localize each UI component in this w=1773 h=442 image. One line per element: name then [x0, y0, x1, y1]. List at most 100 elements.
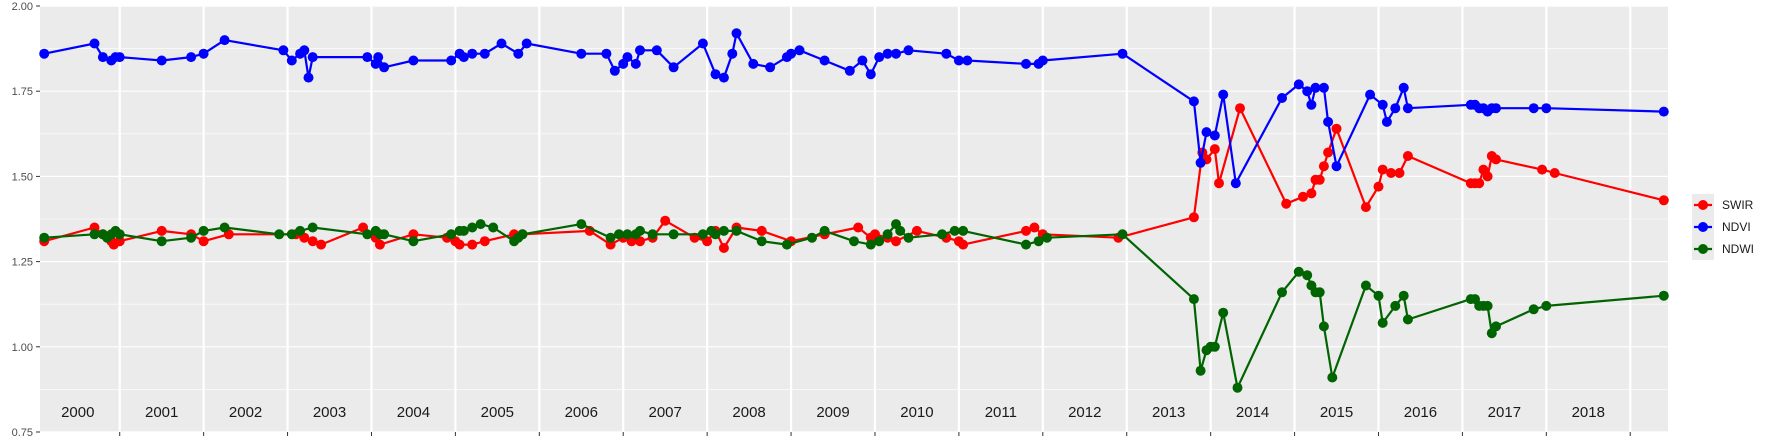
data-point-ndvi: [1037, 55, 1048, 66]
data-point-ndvi: [467, 48, 478, 59]
data-point-ndwi: [622, 229, 633, 240]
data-point-ndvi: [786, 48, 797, 59]
data-point-swir: [1482, 171, 1493, 182]
data-point-ndwi: [274, 229, 285, 240]
data-point-swir: [1281, 198, 1292, 209]
year-label: 2016: [1404, 404, 1437, 421]
year-label: 2010: [900, 404, 933, 421]
data-point-ndvi: [186, 52, 197, 63]
data-point-swir: [1474, 178, 1485, 189]
data-point-swir: [1021, 225, 1031, 236]
year-label: 2003: [313, 404, 346, 421]
data-point-ndwi: [710, 229, 721, 240]
data-series: [39, 28, 1669, 393]
data-point-ndvi: [1541, 103, 1552, 114]
data-point-ndvi: [1398, 82, 1409, 93]
data-point-ndvi: [1318, 82, 1329, 93]
data-point-ndvi: [1323, 116, 1334, 127]
data-point-ndvi: [1293, 79, 1304, 90]
year-label: 2018: [1572, 404, 1605, 421]
data-point-ndvi: [513, 48, 524, 59]
data-point-ndwi: [1541, 300, 1552, 311]
data-point-ndvi: [962, 55, 973, 66]
data-point-ndwi: [295, 225, 306, 236]
data-point-ndwi: [1117, 229, 1128, 240]
legend-key-point-ndvi: [1698, 222, 1708, 232]
year-label: 2007: [648, 404, 681, 421]
data-point-ndwi: [1398, 290, 1409, 301]
data-point-ndwi: [756, 236, 767, 247]
data-point-ndvi: [379, 62, 390, 73]
data-point-ndwi: [949, 225, 960, 236]
data-point-swir: [408, 229, 419, 240]
data-point-swir: [1373, 181, 1384, 192]
data-point-ndvi: [373, 52, 384, 63]
data-point-ndwi: [307, 222, 318, 233]
data-point-swir: [958, 239, 969, 250]
data-point-ndwi: [1491, 321, 1501, 332]
data-point-ndwi: [874, 236, 885, 247]
data-point-swir: [454, 239, 465, 250]
year-label: 2001: [145, 404, 178, 421]
data-point-ndwi: [849, 236, 859, 247]
year-label: 2008: [732, 404, 765, 421]
year-label: 2006: [565, 404, 598, 421]
data-point-swir: [1537, 164, 1548, 175]
data-point-ndwi: [1277, 287, 1287, 298]
data-point-ndvi: [1377, 99, 1388, 110]
data-point-swir: [374, 239, 385, 250]
year-labels: 2000 2001 2002 2003 2004 2005 2006 2007 2008 2009…: [61, 404, 1605, 421]
data-point-ndvi: [882, 48, 893, 59]
data-point-ndvi: [635, 45, 645, 56]
data-point-ndwi: [1293, 266, 1304, 277]
legend-key-point-swir: [1698, 200, 1708, 210]
data-point-ndvi: [521, 38, 532, 49]
data-point-ndvi: [303, 72, 314, 83]
data-point-swir: [911, 225, 922, 236]
data-point-ndvi: [1230, 178, 1241, 189]
data-point-ndwi: [718, 225, 729, 236]
data-point-swir: [605, 239, 616, 250]
y-tick-label: 0.75: [12, 427, 33, 439]
data-point-ndwi: [362, 229, 373, 240]
data-point-ndvi: [362, 52, 373, 63]
data-point-swir: [1318, 161, 1329, 172]
y-tick-label: 1.25: [12, 257, 33, 269]
data-point-ndwi: [1327, 372, 1338, 383]
year-label: 2004: [397, 404, 430, 421]
data-point-ndvi: [668, 62, 679, 73]
data-point-ndvi: [891, 48, 901, 59]
data-point-ndwi: [819, 225, 830, 236]
data-point-ndvi: [819, 55, 830, 66]
data-point-ndwi: [635, 225, 645, 236]
data-point-swir: [307, 236, 318, 247]
legend-label-ndwi: NDWI: [1722, 242, 1754, 256]
data-point-ndvi: [307, 52, 318, 63]
data-point-ndwi: [379, 229, 390, 240]
data-point-ndwi: [89, 229, 100, 240]
data-point-ndvi: [731, 28, 742, 39]
data-point-ndwi: [1195, 365, 1206, 376]
data-point-ndvi: [1658, 106, 1669, 117]
data-point-ndvi: [609, 65, 620, 76]
data-point-ndvi: [198, 48, 209, 59]
data-point-ndvi: [697, 38, 708, 49]
data-point-ndwi: [882, 229, 893, 240]
data-point-ndwi: [1021, 239, 1031, 250]
data-point-ndvi: [458, 52, 469, 63]
data-point-swir: [156, 225, 167, 236]
legend-key-point-ndwi: [1698, 244, 1708, 254]
legend-label-ndvi: NDVI: [1722, 220, 1751, 234]
data-point-ndwi: [219, 222, 230, 233]
data-point-ndwi: [1360, 280, 1371, 291]
data-point-ndvi: [718, 72, 729, 83]
data-point-swir: [1214, 178, 1224, 189]
data-point-ndwi: [1390, 300, 1401, 311]
data-point-ndwi: [865, 239, 876, 250]
data-point-swir: [718, 243, 729, 253]
data-point-ndvi: [1201, 127, 1212, 138]
data-point-ndwi: [895, 225, 906, 236]
y-tick-label: 1.75: [12, 86, 33, 98]
data-point-ndwi: [697, 229, 708, 240]
